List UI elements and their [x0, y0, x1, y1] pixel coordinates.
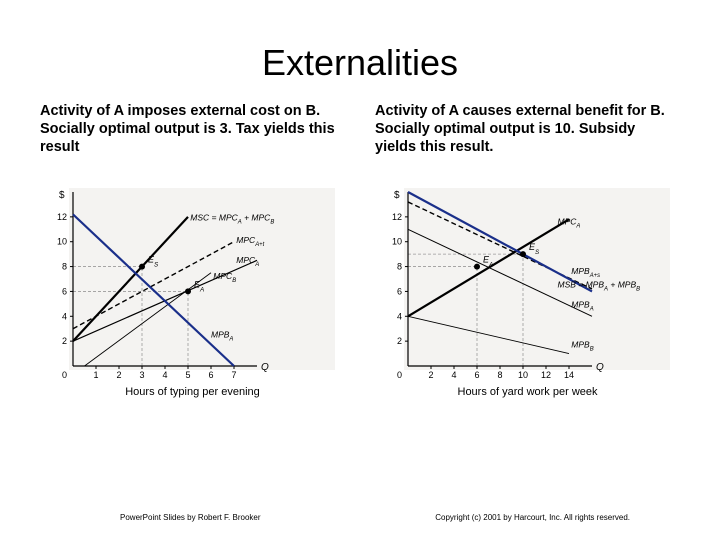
svg-text:6: 6 — [474, 370, 479, 380]
footer-left: PowerPoint Slides by Robert F. Brooker — [120, 513, 261, 522]
svg-text:1: 1 — [93, 370, 98, 380]
svg-text:2: 2 — [396, 337, 401, 347]
svg-text:6: 6 — [61, 287, 66, 297]
svg-text:14: 14 — [563, 370, 573, 380]
svg-text:10: 10 — [517, 370, 527, 380]
svg-text:2: 2 — [428, 370, 433, 380]
footer: PowerPoint Slides by Robert F. Brooker C… — [0, 513, 720, 522]
svg-text:5: 5 — [185, 370, 190, 380]
svg-text:0: 0 — [396, 370, 401, 380]
left-column: Activity of A imposes external cost on B… — [40, 102, 345, 398]
svg-text:4: 4 — [61, 312, 66, 322]
right-chart-wrap: 2468101214246810120$QMPCAMPBA+sMSB = MPB… — [375, 184, 680, 398]
svg-text:12: 12 — [540, 370, 550, 380]
svg-text:0: 0 — [61, 370, 66, 380]
svg-text:$: $ — [394, 190, 400, 201]
svg-text:3: 3 — [139, 370, 144, 380]
svg-text:6: 6 — [208, 370, 213, 380]
right-chart: 2468101214246810120$QMPCAMPBA+sMSB = MPB… — [378, 184, 678, 384]
svg-text:12: 12 — [391, 212, 401, 222]
svg-text:2: 2 — [116, 370, 121, 380]
svg-text:7: 7 — [231, 370, 236, 380]
svg-text:8: 8 — [497, 370, 502, 380]
svg-text:12: 12 — [56, 212, 66, 222]
left-xlabel: Hours of typing per evening — [40, 386, 345, 398]
svg-text:8: 8 — [396, 262, 401, 272]
svg-text:10: 10 — [391, 237, 401, 247]
content-columns: Activity of A imposes external cost on B… — [0, 102, 720, 398]
left-blurb: Activity of A imposes external cost on B… — [40, 102, 345, 156]
footer-right: Copyright (c) 2001 by Harcourt, Inc. All… — [435, 513, 630, 522]
left-chart: 1234567246810120$QMSC = MPCA + MPCBMPCA+… — [43, 184, 343, 384]
svg-text:8: 8 — [61, 262, 66, 272]
svg-text:4: 4 — [162, 370, 167, 380]
right-blurb: Activity of A causes external benefit fo… — [375, 102, 680, 156]
svg-text:2: 2 — [61, 337, 66, 347]
svg-text:Q: Q — [261, 362, 269, 373]
svg-text:6: 6 — [396, 287, 401, 297]
svg-text:10: 10 — [56, 237, 66, 247]
left-chart-wrap: 1234567246810120$QMSC = MPCA + MPCBMPCA+… — [40, 184, 345, 398]
right-column: Activity of A causes external benefit fo… — [375, 102, 680, 398]
right-xlabel: Hours of yard work per week — [375, 386, 680, 398]
svg-text:Q: Q — [596, 362, 604, 373]
svg-text:$: $ — [59, 190, 65, 201]
slide-title: Externalities — [0, 0, 720, 102]
svg-text:4: 4 — [451, 370, 456, 380]
svg-text:4: 4 — [396, 312, 401, 322]
